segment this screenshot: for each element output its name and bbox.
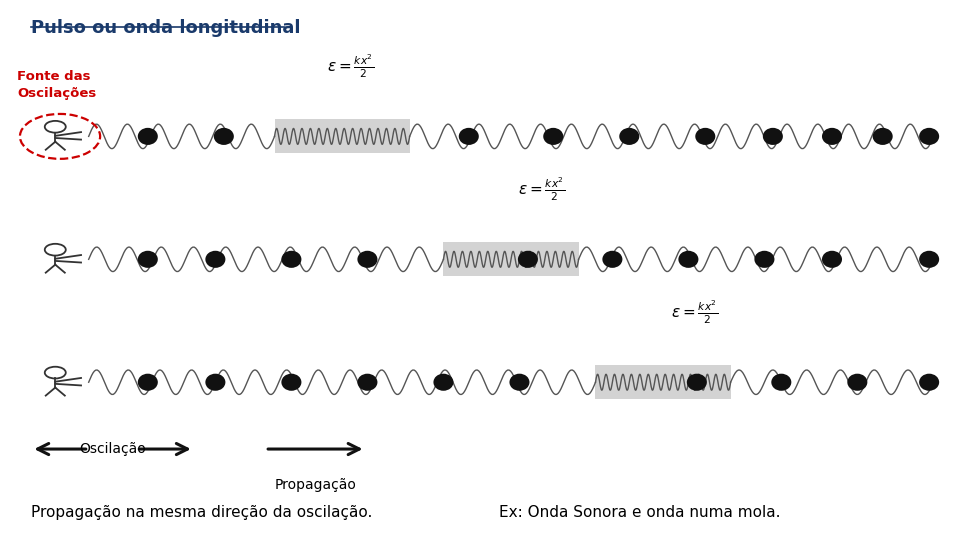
Ellipse shape xyxy=(755,251,775,268)
Text: Pulso ou onda longitudinal: Pulso ou onda longitudinal xyxy=(32,19,300,37)
Ellipse shape xyxy=(771,374,791,391)
FancyBboxPatch shape xyxy=(444,242,579,276)
Ellipse shape xyxy=(919,128,939,145)
Ellipse shape xyxy=(510,374,530,391)
Ellipse shape xyxy=(138,374,157,391)
Text: Ex: Onda Sonora e onda numa mola.: Ex: Onda Sonora e onda numa mola. xyxy=(499,505,780,520)
Ellipse shape xyxy=(686,374,707,391)
Text: $\varepsilon = \frac{kx^2}{2}$: $\varepsilon = \frac{kx^2}{2}$ xyxy=(327,53,374,80)
Text: Oscilação: Oscilação xyxy=(79,442,146,456)
Ellipse shape xyxy=(619,128,639,145)
Text: $\varepsilon = \frac{kx^2}{2}$: $\varepsilon = \frac{kx^2}{2}$ xyxy=(671,299,718,326)
Ellipse shape xyxy=(205,374,226,391)
Ellipse shape xyxy=(433,374,453,391)
Text: $\varepsilon = \frac{kx^2}{2}$: $\varepsilon = \frac{kx^2}{2}$ xyxy=(518,176,565,203)
Ellipse shape xyxy=(873,128,893,145)
Ellipse shape xyxy=(763,128,783,145)
Ellipse shape xyxy=(138,128,157,145)
FancyBboxPatch shape xyxy=(595,365,731,400)
Ellipse shape xyxy=(848,374,868,391)
Ellipse shape xyxy=(281,374,301,391)
Ellipse shape xyxy=(919,374,939,391)
Ellipse shape xyxy=(822,128,842,145)
Ellipse shape xyxy=(695,128,715,145)
Text: Fonte das
Oscilações: Fonte das Oscilações xyxy=(17,70,96,99)
Ellipse shape xyxy=(459,128,479,145)
Ellipse shape xyxy=(543,128,564,145)
Ellipse shape xyxy=(214,128,234,145)
Ellipse shape xyxy=(205,251,226,268)
Ellipse shape xyxy=(281,251,301,268)
Text: Propagação na mesma direção da oscilação.: Propagação na mesma direção da oscilação… xyxy=(32,505,372,520)
Ellipse shape xyxy=(679,251,699,268)
Ellipse shape xyxy=(357,251,377,268)
Ellipse shape xyxy=(602,251,622,268)
Ellipse shape xyxy=(919,251,939,268)
Ellipse shape xyxy=(517,251,538,268)
Ellipse shape xyxy=(822,251,842,268)
Ellipse shape xyxy=(357,374,377,391)
Text: Propagação: Propagação xyxy=(275,478,357,492)
Ellipse shape xyxy=(138,251,157,268)
FancyBboxPatch shape xyxy=(275,119,410,153)
